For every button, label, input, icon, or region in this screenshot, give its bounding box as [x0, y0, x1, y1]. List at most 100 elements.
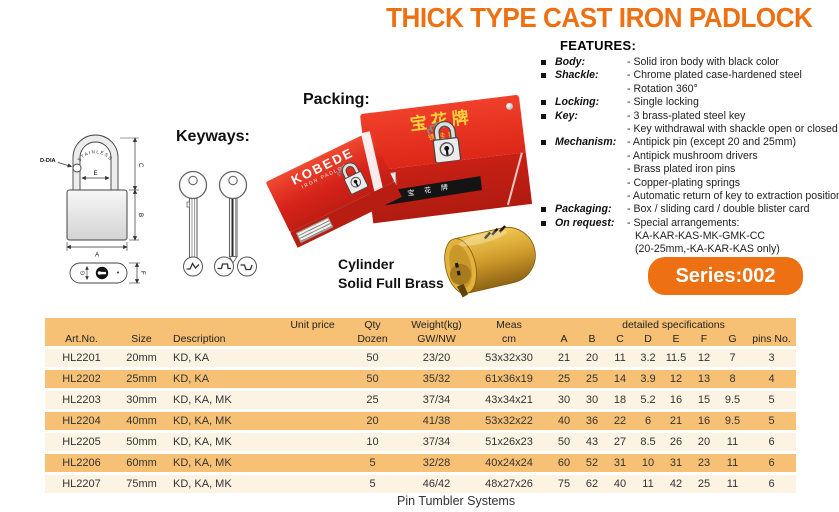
features-section: FEATURES: Body: - Solid iron body with bl… [541, 38, 839, 257]
col-header-dozen: Dozen [357, 333, 388, 345]
cell [285, 349, 340, 367]
cell: 13 [697, 373, 711, 385]
cell: 30 [585, 394, 599, 406]
col-header-unit-price: Unit price [290, 319, 335, 331]
footer-text: Pin Tumbler Systems [397, 494, 516, 508]
cell: 5 [768, 394, 775, 406]
cell: 62 [585, 478, 599, 490]
cell: 25mm [126, 373, 157, 385]
feature-value: - Rotation 360° [627, 82, 698, 95]
keyways-drawing [178, 170, 257, 277]
cell: 40 [557, 415, 571, 427]
cell: HL2202 [62, 373, 101, 385]
stainless-curved-label: STAINLESS [77, 149, 114, 163]
bullet-icon [541, 100, 546, 106]
cell: 31 [613, 457, 627, 469]
cell: 50 [366, 352, 379, 364]
feature-label: Shackle: [555, 69, 599, 82]
cell: 11 [726, 457, 739, 469]
cell: 43x34x21 [485, 394, 533, 406]
feature-value: - Special arrangements: [627, 216, 740, 229]
cell: 50 [557, 436, 571, 448]
feature-value: - Antipick pin (except 20 and 25mm) [627, 136, 796, 149]
table-row: HL2201 20mm KD, KA 50 23/20 53x32x30 21 20 11 3.2… [45, 349, 796, 367]
cell: 52 [585, 457, 599, 469]
cell: 25 [697, 478, 711, 490]
cylinder-caption-line1: Cylinder [338, 256, 395, 272]
table-row: HL2206 60mm KD, KA, MK 5 32/28 40x24x24 60 52 31… [45, 454, 796, 472]
cell: 11 [642, 478, 654, 490]
feature-value: - Single locking [627, 96, 699, 109]
cell: 6 [768, 478, 775, 490]
cell [285, 475, 340, 493]
cell [285, 391, 340, 409]
dim-b-label: B [137, 213, 144, 217]
cell: 14 [613, 373, 627, 385]
col-header-c: C [616, 333, 624, 345]
cell: 46/42 [422, 478, 451, 490]
cell: 5.2 [640, 394, 656, 406]
dim-c-label: C [137, 163, 144, 168]
cell: 60mm [126, 457, 157, 469]
cell: 3 [768, 352, 775, 364]
key-blank-2 [218, 170, 248, 264]
spec-table: Art.No. Size Description Unit price Qty … [45, 318, 796, 493]
shackle-shape [72, 134, 119, 191]
cell: 27 [613, 436, 627, 448]
feature-value: - Solid iron body with black color [627, 56, 779, 68]
feature-value: - Chrome plated case-hardened steel [627, 69, 802, 82]
table-row: HL2205 50mm KD, KA, MK 10 37/34 51x26x23 50 43 2… [45, 433, 796, 451]
cell: 25 [557, 373, 571, 385]
cell: 7 [729, 352, 736, 364]
cell: 20 [697, 436, 711, 448]
series-badge: Series:002 [648, 257, 803, 295]
cell: 5 [369, 478, 376, 490]
col-header-cm: cm [502, 333, 516, 345]
dim-a-label: A [95, 252, 100, 259]
cell: 6 [644, 415, 652, 427]
cell: 35/32 [422, 373, 451, 385]
table-row: HL2203 30mm KD, KA, MK 25 37/34 43x34x21 30 30 1… [45, 391, 796, 409]
cell: 48x27x26 [485, 478, 533, 490]
cell: 43 [585, 436, 599, 448]
feature-label: Locking: [555, 96, 600, 109]
cell: 50 [366, 373, 379, 385]
padlock-body-shape [66, 189, 128, 241]
cell: 3.9 [640, 373, 656, 385]
cell: 21 [557, 352, 571, 364]
feature-value: - Copper-plating springs [627, 176, 741, 189]
cell: KD, KA, MK [173, 394, 232, 406]
col-header-a: A [560, 333, 568, 345]
keyways-heading: Keyways: [176, 128, 250, 145]
bullet-icon [541, 220, 546, 226]
col-header-qty: Qty [364, 319, 381, 331]
cell: KD, KA [173, 352, 210, 364]
feature-label: Body: [555, 56, 586, 68]
feature-value: - Brass plated iron pins [627, 163, 736, 176]
cell: 12 [669, 373, 683, 385]
packing-heading: Packing: [303, 91, 370, 108]
cell: 8 [729, 373, 736, 385]
feature-label: Packaging: [555, 203, 612, 216]
cell: 10 [366, 436, 379, 448]
cell: 5 [369, 457, 376, 469]
table-header: Art.No. Size Description Unit price Qty … [45, 318, 796, 346]
cell: 61x36x19 [485, 373, 533, 385]
cell: KD, KA, MK [173, 436, 232, 448]
cell: 50mm [126, 436, 157, 448]
feature-value: - Antipick mushroom drivers [627, 149, 758, 162]
cell [285, 454, 340, 472]
col-header-g: G [728, 333, 737, 345]
cell: 30mm [126, 394, 157, 406]
dim-e-label: E [94, 170, 98, 177]
padlock-technical-drawing: STAINLESS D-DIA E C B A G F [40, 134, 146, 284]
col-header-meas: Meas [496, 319, 522, 331]
cell: 37/34 [422, 394, 451, 406]
cell: 11.5 [665, 352, 687, 364]
bullet-icon [541, 140, 546, 146]
cell: 21 [669, 415, 683, 427]
cell: 6 [768, 436, 775, 448]
cell: 41/38 [422, 415, 451, 427]
cell: 10 [641, 457, 655, 469]
cell: 8.5 [640, 436, 656, 448]
